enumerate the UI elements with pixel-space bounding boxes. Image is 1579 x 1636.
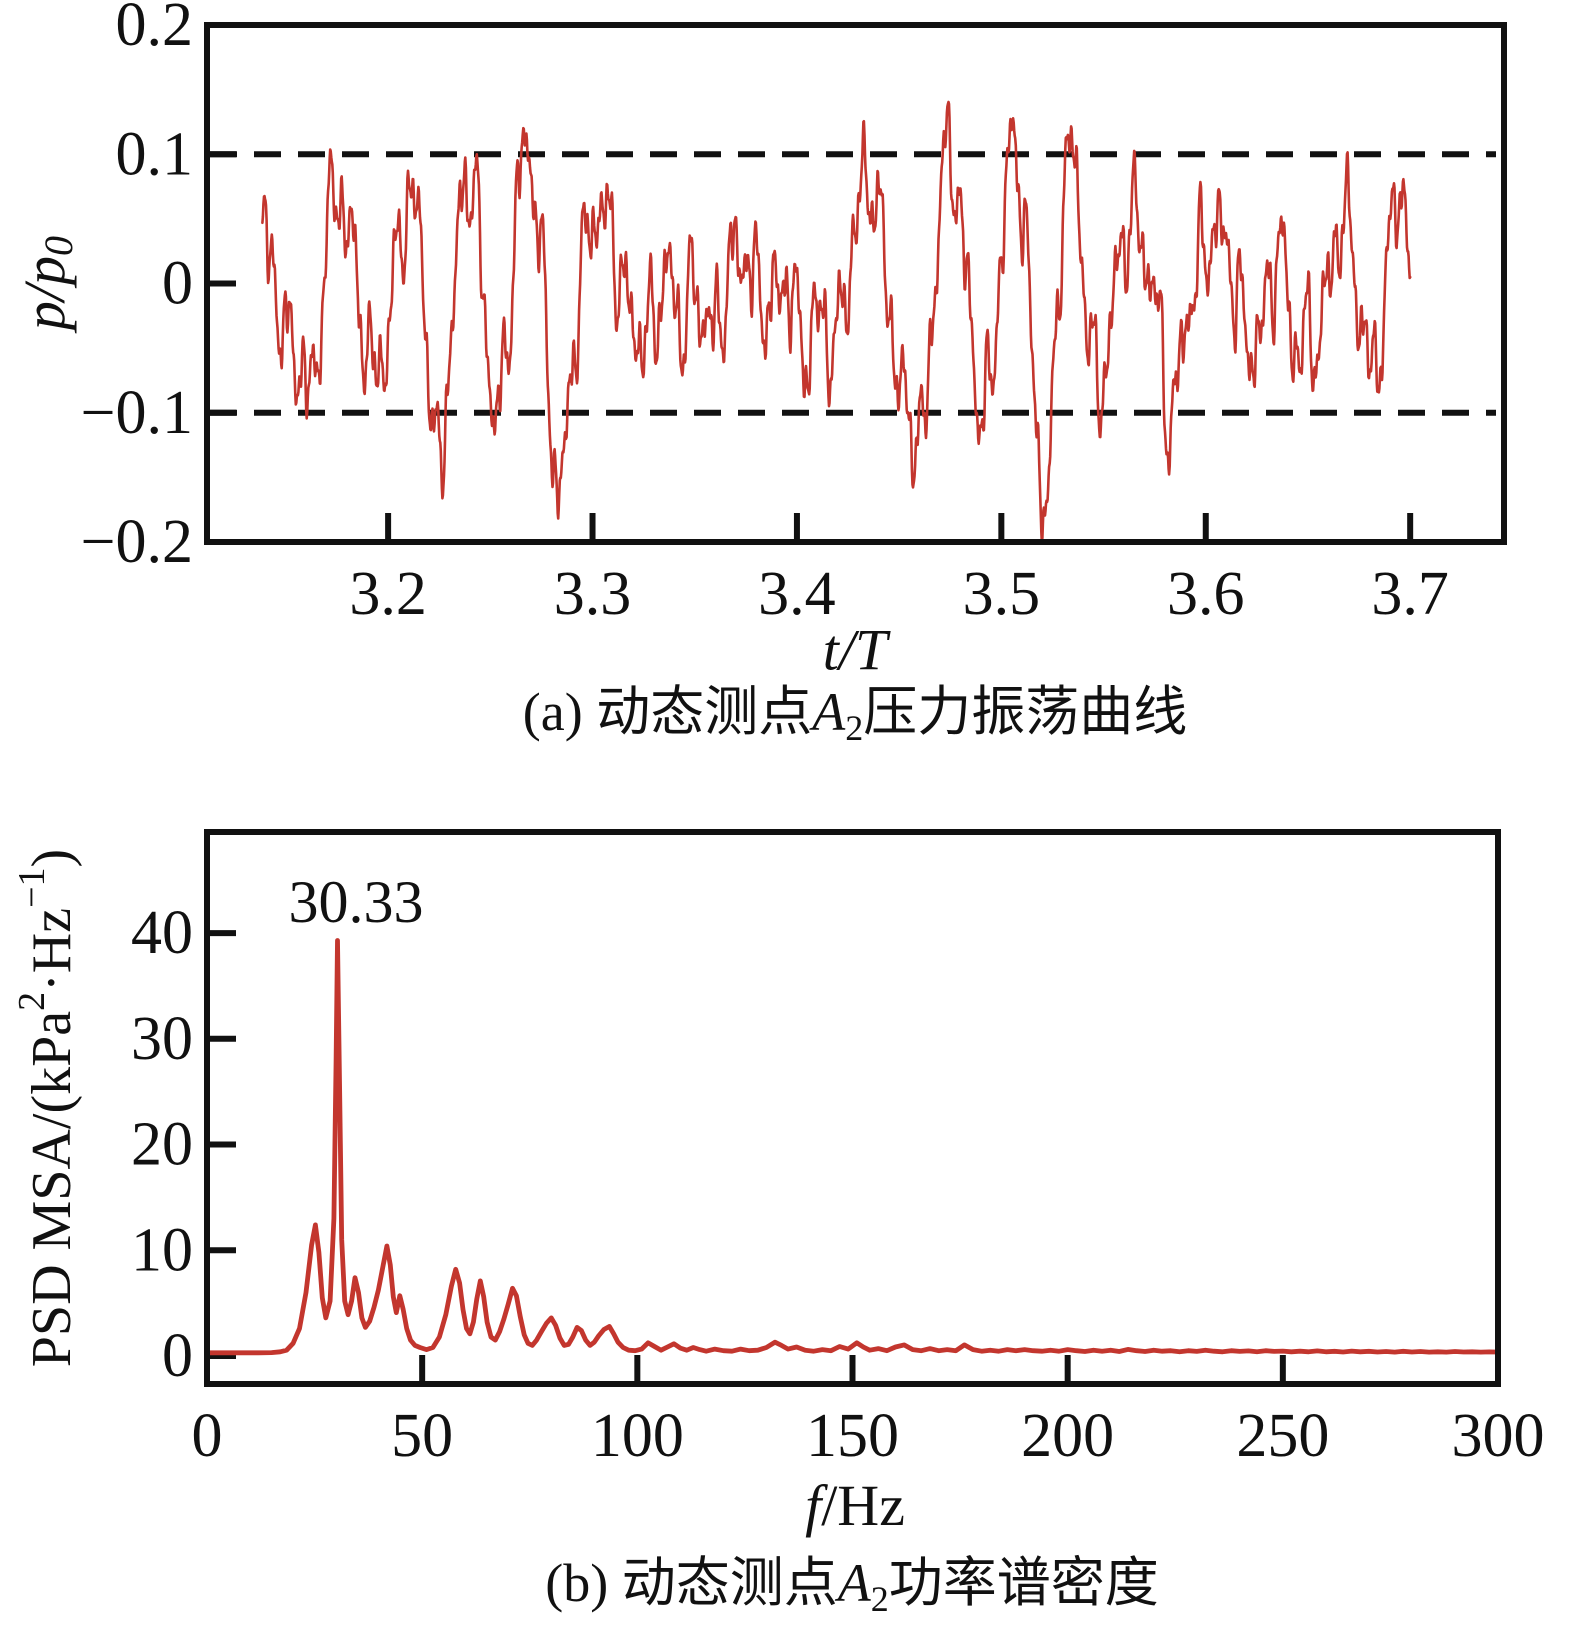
x-tick-label: 100 <box>591 1402 684 1470</box>
x-tick-label: 150 <box>806 1402 899 1470</box>
y-tick-label: 0.2 <box>116 0 194 59</box>
y-tick-label: 0.1 <box>116 120 194 188</box>
x-tick-label: 3.5 <box>963 560 1041 628</box>
x-tick-label: 3.3 <box>554 560 632 628</box>
y-tick-label: 0 <box>162 1322 193 1390</box>
psd-chart: 0 50 100 150 200 250 300 0 10 20 30 40 30.33 PSD MS… <box>11 829 1545 1619</box>
y-tick-label: 20 <box>131 1111 193 1179</box>
caption-a: (a) 动态测点A2压力振荡曲线 <box>523 682 1187 748</box>
axis-ticks-a <box>210 151 1414 539</box>
y-tick-label: −0.1 <box>81 379 193 447</box>
peak-annotation: 30.33 <box>289 869 424 935</box>
y-tick-label: 10 <box>131 1216 193 1284</box>
y-axis-label-b: PSD MSA/(kPa2·Hz−1) <box>11 849 83 1367</box>
psd-line <box>210 938 1495 1356</box>
y-axis-label-a: p/p0 <box>12 236 81 334</box>
caption-b: (b) 动态测点A2功率谱密度 <box>545 1553 1158 1619</box>
y-tick-label: 40 <box>131 899 193 967</box>
pressure-oscillation-chart: 3.2 3.3 3.4 3.5 3.6 3.7 0.2 0.1 0 −0.1 −0.2 p/p0 t… <box>12 0 1507 748</box>
x-tick-label: 50 <box>391 1402 453 1470</box>
x-tick-label: 300 <box>1452 1402 1545 1470</box>
axis-ticks-b <box>210 930 1286 1381</box>
x-tick-label: 250 <box>1236 1402 1329 1470</box>
threshold-dashed-lines <box>210 151 1496 416</box>
x-tick-label: 3.4 <box>758 560 836 628</box>
axis-tick-labels-a: 3.2 3.3 3.4 3.5 3.6 3.7 0.2 0.1 0 −0.1 −0.2 <box>81 0 1449 628</box>
plot-frame-a <box>204 22 1507 545</box>
pressure-signal-line <box>261 100 1412 539</box>
y-tick-label: 0 <box>162 250 193 318</box>
x-tick-label: 0 <box>192 1402 223 1470</box>
x-axis-label-b: f/Hz <box>805 1473 905 1538</box>
x-tick-label: 3.6 <box>1167 560 1245 628</box>
x-axis-label-a: t/T <box>823 618 891 683</box>
x-tick-label: 3.7 <box>1371 560 1449 628</box>
x-tick-label: 3.2 <box>349 560 427 628</box>
axis-tick-labels-b: 0 50 100 150 200 250 300 0 10 20 30 40 <box>131 899 1545 1470</box>
plot-frame-b <box>204 829 1501 1387</box>
x-tick-label: 200 <box>1021 1402 1114 1470</box>
y-tick-label: −0.2 <box>81 508 193 576</box>
y-tick-label: 30 <box>131 1005 193 1073</box>
